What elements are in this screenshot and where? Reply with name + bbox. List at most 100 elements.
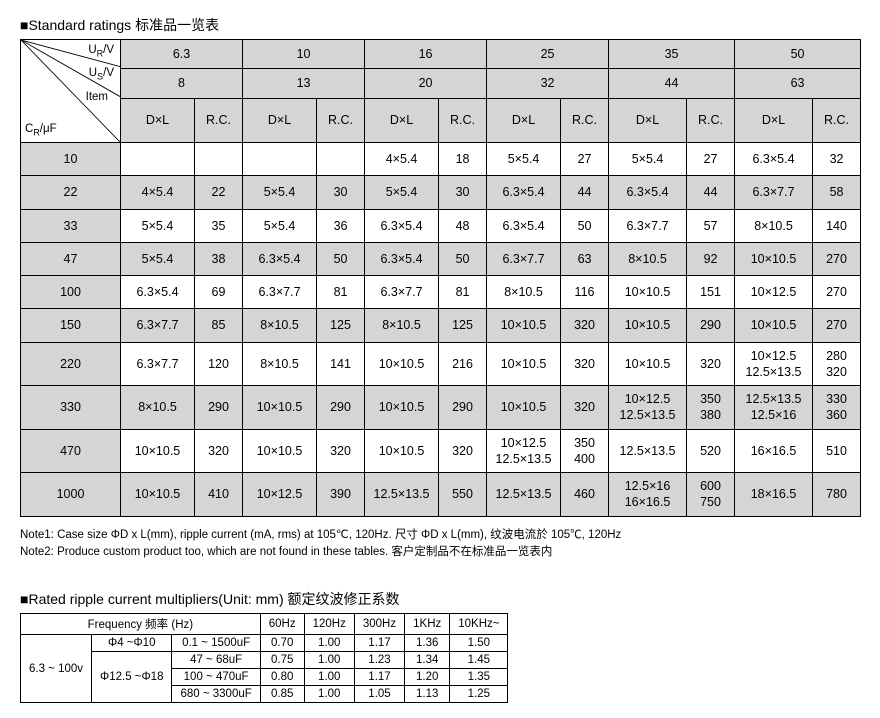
rating-cell: 18 bbox=[439, 143, 487, 176]
ripple-val: 1.00 bbox=[304, 652, 354, 669]
rating-cell: 140 bbox=[813, 209, 861, 242]
rating-cell: 290 bbox=[687, 309, 735, 342]
dxl-header: D×L bbox=[365, 98, 439, 142]
cap-label: 330 bbox=[21, 386, 121, 430]
rating-cell: 12.5×13.5 bbox=[487, 473, 561, 517]
rc-header: R.C. bbox=[687, 98, 735, 142]
rating-cell: 320 bbox=[317, 429, 365, 473]
rating-cell: 10×10.5 bbox=[121, 473, 195, 517]
us-label: US/V bbox=[89, 66, 114, 83]
rating-cell: 5×5.4 bbox=[121, 209, 195, 242]
rating-cell: 216 bbox=[439, 342, 487, 386]
rating-cell: 320 bbox=[561, 386, 609, 430]
rating-cell: 6.3×5.4 bbox=[487, 176, 561, 209]
freq-col: 10KHz~ bbox=[450, 614, 508, 635]
rating-cell: 6.3×7.7 bbox=[121, 309, 195, 342]
rating-cell: 63 bbox=[561, 242, 609, 275]
rating-cell: 38 bbox=[195, 242, 243, 275]
ripple-table: Frequency 频率 (Hz) 60Hz 120Hz 300Hz 1KHz … bbox=[20, 613, 508, 703]
rating-cell: 320 bbox=[687, 342, 735, 386]
rating-cell: 27 bbox=[561, 143, 609, 176]
ripple-val: 0.80 bbox=[260, 669, 304, 686]
cap-range: 680 ~ 3300uF bbox=[172, 686, 260, 703]
rating-cell: 350400 bbox=[561, 429, 609, 473]
rating-cell: 125 bbox=[317, 309, 365, 342]
rating-cell: 5×5.4 bbox=[243, 176, 317, 209]
dxl-header: D×L bbox=[735, 98, 813, 142]
corner-header: UR/V US/V Item CR/μF bbox=[21, 40, 121, 143]
ur-col: 25 bbox=[487, 40, 609, 69]
rating-cell: 4×5.4 bbox=[121, 176, 195, 209]
rating-cell: 270 bbox=[813, 309, 861, 342]
rating-cell: 12.5×1616×16.5 bbox=[609, 473, 687, 517]
rating-cell: 58 bbox=[813, 176, 861, 209]
rating-cell: 12.5×13.5 bbox=[609, 429, 687, 473]
rating-cell: 10×10.5 bbox=[365, 386, 439, 430]
rating-cell: 6.3×7.7 bbox=[735, 176, 813, 209]
rating-cell: 8×10.5 bbox=[243, 309, 317, 342]
rating-cell: 290 bbox=[195, 386, 243, 430]
ripple-val: 1.50 bbox=[450, 635, 508, 652]
cap-label: 220 bbox=[21, 342, 121, 386]
rating-cell: 6.3×5.4 bbox=[609, 176, 687, 209]
freq-label: Frequency 频率 (Hz) bbox=[21, 614, 261, 635]
cap-range: 47 ~ 68uF bbox=[172, 652, 260, 669]
rating-cell: 44 bbox=[561, 176, 609, 209]
rating-cell: 10×10.5 bbox=[243, 429, 317, 473]
ripple-val: 1.17 bbox=[354, 635, 404, 652]
rating-cell: 35 bbox=[195, 209, 243, 242]
cap-range: 100 ~ 470uF bbox=[172, 669, 260, 686]
note1: Note1: Case size ΦD x L(mm), ripple curr… bbox=[20, 527, 860, 544]
rating-cell: 81 bbox=[317, 276, 365, 309]
cap-label: 47 bbox=[21, 242, 121, 275]
us-col: 20 bbox=[365, 69, 487, 98]
rating-cell: 8×10.5 bbox=[609, 242, 687, 275]
rating-cell: 4×5.4 bbox=[365, 143, 439, 176]
rating-cell: 141 bbox=[317, 342, 365, 386]
ripple-val: 1.23 bbox=[354, 652, 404, 669]
cr-label: CR/μF bbox=[25, 122, 57, 139]
rating-cell: 410 bbox=[195, 473, 243, 517]
cap-label: 22 bbox=[21, 176, 121, 209]
rating-cell: 10×10.5 bbox=[609, 309, 687, 342]
rating-cell: 81 bbox=[439, 276, 487, 309]
rating-cell: 6.3×5.4 bbox=[243, 242, 317, 275]
rating-cell: 44 bbox=[687, 176, 735, 209]
cap-label: 150 bbox=[21, 309, 121, 342]
ripple-val: 1.20 bbox=[405, 669, 450, 686]
rating-cell: 510 bbox=[813, 429, 861, 473]
ripple-val: 1.36 bbox=[405, 635, 450, 652]
rating-cell: 10×12.5 bbox=[243, 473, 317, 517]
ripple-val: 0.85 bbox=[260, 686, 304, 703]
rating-cell: 10×10.5 bbox=[735, 242, 813, 275]
rating-cell: 600750 bbox=[687, 473, 735, 517]
rating-cell: 6.3×7.7 bbox=[365, 276, 439, 309]
rating-cell: 92 bbox=[687, 242, 735, 275]
rating-cell: 6.3×7.7 bbox=[609, 209, 687, 242]
rating-cell: 10×10.5 bbox=[487, 309, 561, 342]
rating-cell: 151 bbox=[687, 276, 735, 309]
rating-cell bbox=[243, 143, 317, 176]
rating-cell: 6.3×5.4 bbox=[365, 209, 439, 242]
rc-header: R.C. bbox=[317, 98, 365, 142]
us-col: 32 bbox=[487, 69, 609, 98]
us-col: 63 bbox=[735, 69, 861, 98]
rating-cell: 320 bbox=[195, 429, 243, 473]
notes: Note1: Case size ΦD x L(mm), ripple curr… bbox=[20, 527, 860, 562]
rc-header: R.C. bbox=[561, 98, 609, 142]
rating-cell: 120 bbox=[195, 342, 243, 386]
rating-cell: 5×5.4 bbox=[487, 143, 561, 176]
ur-col: 35 bbox=[609, 40, 735, 69]
rating-cell: 69 bbox=[195, 276, 243, 309]
rating-cell: 57 bbox=[687, 209, 735, 242]
rating-cell: 27 bbox=[687, 143, 735, 176]
ur-col: 16 bbox=[365, 40, 487, 69]
rating-cell: 8×10.5 bbox=[365, 309, 439, 342]
ripple-val: 1.17 bbox=[354, 669, 404, 686]
rating-cell: 125 bbox=[439, 309, 487, 342]
rating-cell: 12.5×13.512.5×16 bbox=[735, 386, 813, 430]
rating-cell: 22 bbox=[195, 176, 243, 209]
rating-cell: 10×12.512.5×13.5 bbox=[609, 386, 687, 430]
rating-cell: 550 bbox=[439, 473, 487, 517]
rating-cell: 5×5.4 bbox=[609, 143, 687, 176]
